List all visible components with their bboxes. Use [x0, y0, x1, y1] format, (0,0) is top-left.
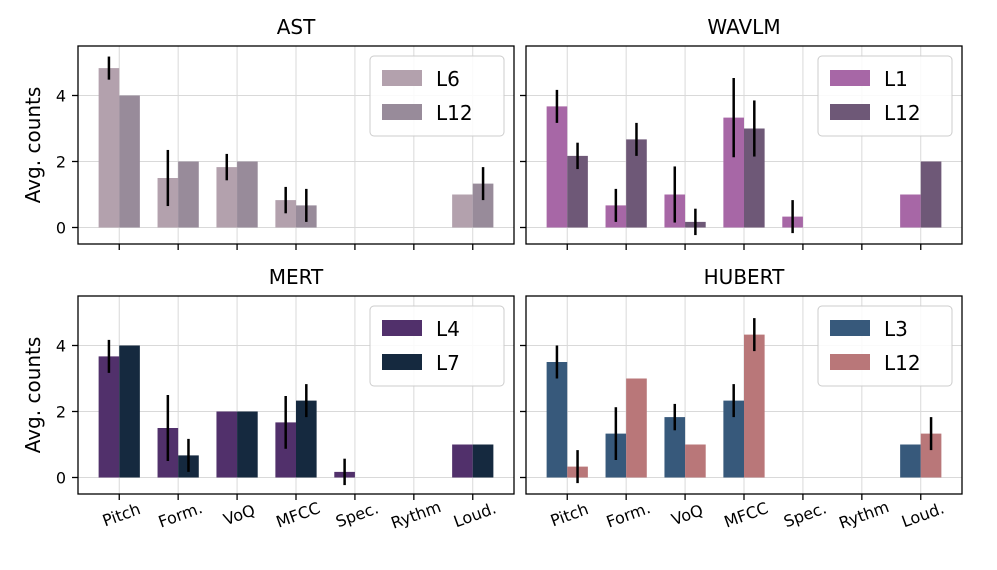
x-tick-label: Form.	[156, 498, 205, 531]
bar-l12-form	[178, 161, 199, 228]
bar-l3-mfcc	[723, 400, 744, 478]
x-tick-label: Rythm	[836, 497, 891, 533]
legend-swatch-l7	[382, 354, 422, 370]
y-tick-label: 2	[56, 403, 66, 422]
x-tick-label: Spec.	[781, 498, 829, 531]
bar-l12-loud	[920, 433, 942, 478]
bar-l4-mfcc	[275, 422, 296, 478]
legend-swatch-l12	[830, 354, 870, 370]
bar-l12-loud	[920, 161, 942, 228]
x-tick-label: Form.	[604, 498, 653, 531]
legend-label-l12: L12	[884, 351, 921, 375]
y-axis-label: Avg. counts	[21, 337, 45, 454]
legend-label-l6: L6	[436, 67, 460, 91]
legend-label-l12: L12	[436, 101, 473, 125]
bar-l12-mfcc	[744, 334, 765, 478]
bar-l1-pitch	[546, 106, 568, 228]
y-tick-label: 2	[56, 153, 66, 172]
legend-label-l3: L3	[884, 317, 908, 341]
x-tick-label: Rythm	[388, 497, 443, 533]
x-tick-label: Loud.	[899, 498, 947, 531]
x-tick-label: MFCC	[274, 498, 323, 531]
legend-swatch-l4	[382, 320, 422, 336]
bar-l7-voq	[237, 411, 258, 478]
y-tick-label: 4	[56, 337, 66, 356]
bar-l12-pitch	[119, 95, 140, 228]
bar-l12-voq	[685, 444, 706, 478]
y-axis-label: Avg. counts	[21, 87, 45, 204]
legend-label-l12: L12	[884, 101, 921, 125]
panel-mert: 0 2 4 Pitch Form. VoQ MFCC Spec. Rythm Loud. MERT A…	[21, 265, 515, 533]
bar-l7-mfcc	[296, 400, 317, 478]
y-tick-label: 0	[56, 469, 66, 488]
x-tick-label: VoQ	[221, 500, 258, 529]
y-tick-label: 4	[56, 87, 66, 106]
x-tick-label: VoQ	[669, 500, 706, 529]
legend-swatch-l3	[830, 320, 870, 336]
bar-l3-loud	[900, 444, 921, 478]
panel-title: HUBERT	[704, 265, 785, 289]
bar-l7-loud	[472, 444, 494, 478]
bar-l12-pitch	[567, 155, 588, 228]
legend-swatch-l1	[830, 70, 870, 86]
bar-l6-voq	[216, 167, 238, 228]
bar-l4-voq	[216, 411, 238, 478]
x-tick-label: Spec.	[333, 498, 381, 531]
bar-l4-loud	[452, 444, 473, 478]
bar-l3-voq	[664, 417, 686, 478]
legend-swatch-l12	[382, 104, 422, 120]
x-tick-label: Pitch	[100, 499, 143, 530]
bar-l1-mfcc	[723, 117, 744, 228]
bar-l12-voq	[237, 161, 258, 228]
bar-l6-loud	[452, 194, 473, 228]
legend-label-l4: L4	[436, 317, 460, 341]
panel-hubert: Pitch Form. VoQ MFCC Spec. Rythm Loud. HUBERT L3…	[520, 265, 963, 533]
bar-l3-pitch	[546, 362, 568, 478]
bar-l12-form	[626, 378, 647, 478]
legend-label-l1: L1	[884, 67, 908, 91]
bar-l12-mfcc	[744, 128, 765, 228]
panel-title: MERT	[269, 265, 324, 289]
x-tick-label: Pitch	[548, 499, 591, 530]
legend-swatch-l6	[382, 70, 422, 86]
bar-l1-loud	[900, 194, 921, 228]
y-tick-label: 0	[56, 219, 66, 238]
panel-title: AST	[277, 15, 316, 39]
bar-l6-pitch	[98, 68, 120, 228]
bar-l7-pitch	[119, 345, 140, 478]
bar-l4-pitch	[98, 356, 120, 478]
legend-swatch-l12	[830, 104, 870, 120]
bar-l6-mfcc	[275, 200, 296, 228]
x-tick-label: Loud.	[451, 498, 499, 531]
bar-l12-form	[626, 139, 647, 228]
legend-label-l7: L7	[436, 351, 460, 375]
bar-l12-loud	[472, 183, 494, 228]
x-tick-label: MFCC	[722, 498, 771, 531]
panel-title: WAVLM	[707, 15, 780, 39]
